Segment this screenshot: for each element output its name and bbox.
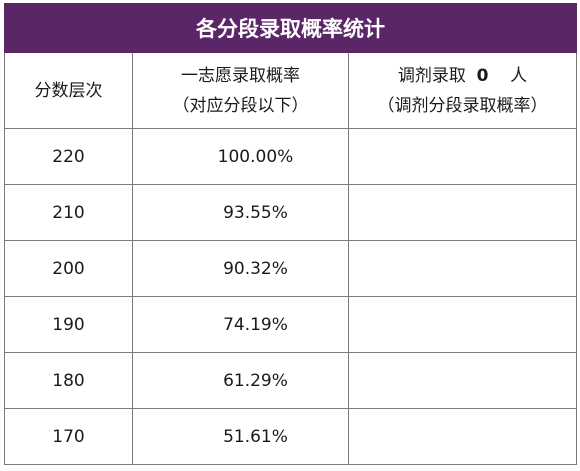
table-title-row: 各分段录取概率统计 [5,4,577,53]
first-choice-rate-cell: 100.00% [133,129,349,185]
adjustment-rate-cell [349,409,577,465]
score-cell: 170 [5,409,133,465]
table-title: 各分段录取概率统计 [5,4,577,53]
score-cell: 190 [5,297,133,353]
first-choice-header-line1: 一志愿录取概率 [133,61,348,91]
first-choice-rate-cell: 74.19% [133,297,349,353]
table-row: 220 100.00% [5,129,577,185]
first-choice-rate-cell: 61.29% [133,353,349,409]
adjustment-header-line1: 调剂录取 0 人 [349,61,576,91]
table-row: 190 74.19% [5,297,577,353]
score-cell: 210 [5,185,133,241]
table-row: 180 61.29% [5,353,577,409]
header-row: 分数层次 一志愿录取概率 （对应分段以下） 调剂录取 0 人 （调剂分段录取概率… [5,53,577,129]
adjustment-rate-cell [349,353,577,409]
score-level-header: 分数层次 [5,53,133,129]
score-cell: 200 [5,241,133,297]
adjustment-rate-cell [349,129,577,185]
first-choice-rate-cell: 93.55% [133,185,349,241]
admission-probability-table-container: 各分段录取概率统计 分数层次 一志愿录取概率 （对应分段以下） 调剂录取 0 人… [4,3,576,465]
adjustment-suffix: 人 [510,66,527,86]
first-choice-rate-header: 一志愿录取概率 （对应分段以下） [133,53,349,129]
adjustment-header-line2: （调剂分段录取概率） [349,91,576,121]
adjustment-prefix: 调剂录取 [398,66,466,86]
first-choice-rate-cell: 90.32% [133,241,349,297]
adjustment-rate-header: 调剂录取 0 人 （调剂分段录取概率） [349,53,577,129]
adjustment-rate-cell [349,241,577,297]
score-cell: 220 [5,129,133,185]
table-row: 210 93.55% [5,185,577,241]
table-row: 200 90.32% [5,241,577,297]
adjustment-count: 0 [477,66,489,86]
table-row: 170 51.61% [5,409,577,465]
adjustment-rate-cell [349,185,577,241]
first-choice-rate-cell: 51.61% [133,409,349,465]
adjustment-rate-cell [349,297,577,353]
score-cell: 180 [5,353,133,409]
first-choice-header-line2: （对应分段以下） [133,91,348,121]
admission-probability-table: 各分段录取概率统计 分数层次 一志愿录取概率 （对应分段以下） 调剂录取 0 人… [4,3,577,465]
